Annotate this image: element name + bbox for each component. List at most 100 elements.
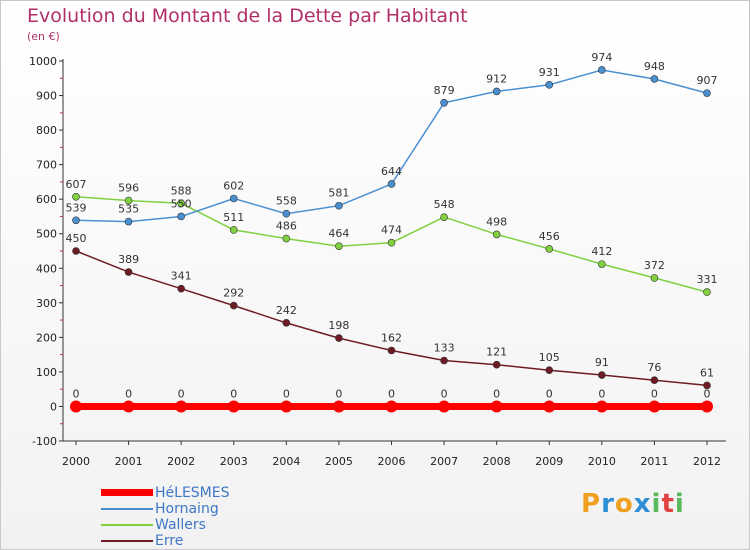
data-label: 0 — [651, 387, 658, 400]
data-label: 539 — [66, 201, 87, 214]
data-label: 0 — [125, 387, 132, 400]
y-tick-label: 600 — [36, 193, 57, 206]
data-point — [492, 360, 501, 369]
data-point — [72, 216, 80, 225]
data-label: 133 — [434, 342, 455, 355]
data-label: 91 — [595, 356, 609, 369]
data-point — [703, 89, 711, 97]
data-point — [598, 260, 606, 268]
data-label: 931 — [539, 66, 560, 79]
x-tick-label: 2005 — [325, 455, 353, 468]
data-point — [280, 400, 293, 413]
data-label: 486 — [276, 220, 297, 233]
y-tick-label: 500 — [36, 228, 57, 241]
logo-letter: r — [601, 489, 615, 519]
data-point — [332, 400, 345, 413]
y-tick-label: 100 — [36, 366, 57, 379]
data-point — [492, 87, 501, 96]
data-label: 879 — [434, 84, 455, 97]
data-point — [490, 400, 503, 413]
data-point — [545, 366, 554, 374]
x-tick-label: 2006 — [378, 455, 406, 468]
data-label: 162 — [381, 331, 402, 344]
data-point — [282, 209, 291, 218]
data-label: 974 — [591, 51, 612, 64]
data-label: 0 — [441, 387, 448, 400]
data-label: 61 — [700, 366, 714, 379]
data-label: 121 — [486, 346, 507, 359]
data-point — [124, 217, 133, 226]
data-point — [701, 400, 713, 413]
data-label: 0 — [230, 387, 237, 400]
data-label: 912 — [486, 72, 507, 85]
data-label: 948 — [644, 60, 665, 73]
y-tick-label: 700 — [36, 159, 57, 172]
data-point — [175, 400, 188, 413]
data-label: 511 — [223, 211, 244, 224]
logo-letter: i — [651, 489, 662, 519]
data-point — [545, 245, 554, 253]
data-point — [282, 319, 291, 327]
data-label: 105 — [539, 351, 560, 364]
data-label: 498 — [486, 215, 507, 228]
x-tick-label: 2011 — [640, 455, 668, 468]
logo-letter: i — [674, 489, 685, 519]
logo-letter: t — [661, 489, 675, 519]
data-point — [335, 242, 343, 250]
data-point — [703, 288, 711, 296]
legend-label-erre: Erre — [155, 533, 184, 549]
y-tick-label: 400 — [36, 262, 57, 275]
data-point — [177, 284, 185, 293]
data-point — [282, 234, 291, 243]
series-1: 539 535 550 602 558 581 644 879 912 931 974 948 907 — [66, 51, 718, 226]
data-point — [440, 99, 448, 107]
data-label: 456 — [539, 230, 560, 243]
data-label: 0 — [493, 387, 500, 400]
x-tick-label: 2007 — [430, 455, 458, 468]
data-label: 535 — [118, 203, 139, 216]
x-tick-label: 2009 — [535, 455, 563, 468]
logo-letter: x — [633, 489, 652, 519]
data-point — [648, 400, 661, 413]
data-point — [229, 301, 238, 310]
legend-label-wallers: Wallers — [155, 517, 206, 533]
data-point — [124, 196, 133, 205]
data-point — [438, 400, 451, 413]
legend-swatch-wallers — [101, 524, 153, 526]
data-point — [387, 238, 396, 247]
legend-swatch-hornaing — [101, 508, 153, 510]
data-label: 644 — [381, 165, 402, 178]
data-label: 0 — [178, 387, 185, 400]
data-label: 558 — [276, 195, 297, 208]
data-point — [598, 371, 606, 379]
data-point — [177, 212, 185, 221]
data-point — [72, 192, 80, 201]
data-point — [650, 376, 659, 385]
data-label: 389 — [118, 253, 139, 266]
series-0: 0 0 0 0 0 0 0 0 0 0 0 0 0 — [70, 387, 713, 413]
y-tick-label: 200 — [36, 331, 57, 344]
x-tick-label: 2000 — [62, 455, 90, 468]
data-label: 907 — [697, 74, 718, 87]
data-point — [440, 213, 448, 221]
data-label: 588 — [171, 184, 192, 197]
data-point — [543, 400, 556, 413]
data-point — [70, 400, 82, 413]
data-label: 341 — [171, 270, 192, 283]
data-point — [387, 346, 396, 355]
data-point — [335, 334, 343, 342]
series-2: 607 596 588 511 486 464 474 548 498 456 412 372 331 — [66, 178, 718, 296]
data-label: 450 — [66, 232, 87, 245]
data-point — [387, 180, 396, 188]
data-point — [385, 400, 398, 413]
data-point — [335, 201, 343, 210]
data-label: 0 — [598, 387, 605, 400]
legend-label-hornaing: Hornaing — [155, 501, 219, 517]
legend-swatch-erre — [101, 540, 153, 542]
data-label: 372 — [644, 259, 665, 272]
data-label: 550 — [171, 197, 192, 210]
data-label: 602 — [223, 179, 244, 192]
